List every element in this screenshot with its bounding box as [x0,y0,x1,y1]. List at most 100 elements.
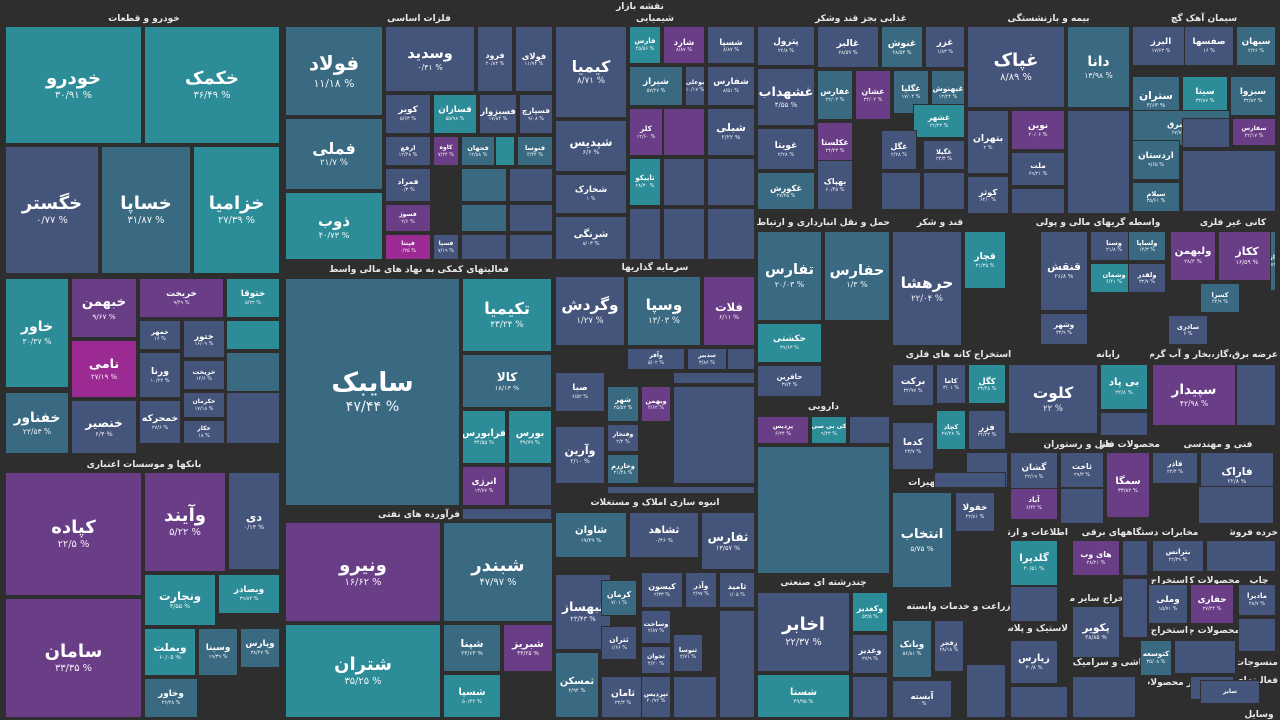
stock-tile[interactable]: خکار% ۱۸ [183,420,225,444]
stock-tile[interactable]: آبسته% ۰ [892,680,952,718]
stock-tile[interactable]: ثفارس% ۱۳/۵۷ [701,512,755,570]
stock-tile[interactable]: صبا% ۶/۵۲ [555,372,605,412]
stock-tile[interactable]: شپدیس% ۶/۶ [555,120,627,172]
stock-tile-small[interactable] [1011,188,1065,214]
stock-tile[interactable]: خفناور% ۲۲/۵۳ [5,392,69,454]
stock-tile[interactable]: وآفر% ۵/۰۲ [627,348,685,370]
stock-tile[interactable]: زپارس% ۳۰/۸ [1010,640,1058,684]
stock-tile[interactable]: شبلی% ۲/۲۲ [707,108,755,156]
stock-tile[interactable]: شخارک% ۱ [555,174,627,214]
stock-tile[interactable]: خزامیا% ۲۷/۳۹ [193,146,280,274]
stock-tile-small[interactable] [495,136,515,166]
stock-tile[interactable]: برکت% ۳۲/۹۷ [892,364,934,406]
stock-tile-small[interactable] [1174,640,1236,674]
stock-tile[interactable]: ساذری% ۶ [1168,315,1208,345]
stock-tile[interactable]: فاذر% ۲۲/۴ [1152,452,1198,484]
stock-tile[interactable]: فولای% ۱۱/۹۴ [515,26,553,92]
stock-tile[interactable]: کالا% ۱۸/۱۴ [462,354,552,408]
stock-tile[interactable]: نامی% ۲۷/۱۹ [71,340,137,398]
stock-tile[interactable]: کیسون% ۲/۳۳ [641,572,683,608]
stock-tile[interactable]: نوین% ۲۰/۰۶ [1011,110,1065,150]
stock-tile[interactable]: ملت% ۶۹/۲۱ [1011,152,1065,186]
stock-tile[interactable]: اخابر% ۲۲/۳۷ [757,592,850,672]
stock-tile[interactable]: قنقش% ۲۶/۸ [1040,231,1088,311]
stock-tile-small[interactable] [707,208,755,260]
stock-tile[interactable]: فلات% ۶/۱۱ [703,276,755,346]
stock-tile[interactable]: فرود% ۲۰/۸۳ [477,26,513,92]
stock-tile[interactable]: ثنوسا% ۲/۷۱ [673,634,703,672]
stock-tile[interactable]: سایبک% ۴۷/۴۴ [285,278,460,506]
stock-tile[interactable]: بورس% ۳۹/۷۹ [508,410,552,464]
stock-tile[interactable]: البرز% ۱۷/۶۳ [1132,26,1190,66]
stock-tile[interactable]: وسدید% ۰/۴۱ [385,26,475,92]
stock-tile[interactable]: غالبر% ۲۸/۵۹ [817,26,879,68]
stock-tile[interactable]: وسپا% ۱۳/۰۳ [627,276,701,346]
stock-tile[interactable]: وملی% ۱۵/۷۱ [1148,584,1188,624]
stock-tile[interactable]: وخارزم% ۲۱/۴۸ [607,454,639,484]
stock-tile[interactable]: کرمان% ۷/۰۱ [601,580,637,616]
stock-tile[interactable]: کپاده% ۲۲/۵ [5,472,142,596]
stock-tile[interactable]: صفسها% ۱۶ [1184,26,1234,66]
stock-tile[interactable]: غفارس% ۲۲/۰۳ [817,70,853,120]
stock-tile[interactable]: کلر% ۱۲/۶۰ [629,108,663,156]
stock-tile[interactable]: سبزوا% ۳۲/۸۲ [1230,76,1276,116]
stock-tile[interactable]: تفارس% ۲۰/۰۳ [757,231,822,321]
stock-tile-small[interactable] [1122,578,1148,638]
stock-tile[interactable]: فنوسا% ۴/۴۴ [517,136,553,166]
stock-tile[interactable]: بوعلی% ۱۰/۱۷ [685,66,705,106]
stock-tile[interactable]: سامان% ۳۳/۳۵ [5,598,142,718]
stock-tile[interactable]: کیمیا% ۸/۷۱ [555,26,627,118]
stock-tile[interactable]: وبهمن% ۲/۶۲ [641,386,671,422]
stock-tile-small[interactable] [1198,486,1274,524]
stock-tile[interactable]: غگیلا% ۲۲/۴ [923,140,965,170]
stock-tile-small[interactable] [1182,150,1276,212]
stock-tile[interactable]: کسرا% ۲۴/۹ [1200,283,1240,313]
stock-tile-small[interactable] [509,234,553,260]
stock-tile[interactable]: بی پاد% ۲۲/۸ [1100,364,1148,410]
stock-tile[interactable]: شپنا% ۲۳/۶۳ [443,624,501,672]
stock-tile[interactable]: خساپا% ۳۱/۸۷ [101,146,191,274]
stock-tile-small[interactable] [923,172,965,210]
stock-tile[interactable]: فجهان% ۱۲/۸۸ [461,136,495,166]
stock-tile[interactable]: وآرین% ۲/۱۰ [555,426,605,484]
stock-tile[interactable]: خکمک% ۳۶/۴۹ [144,26,280,144]
stock-tile[interactable]: خفولا% ۲۲/۸۱ [955,492,995,532]
stock-tile[interactable]: غشان% ۲۴/۰۲ [855,70,891,120]
stock-tile[interactable]: حکشتی% ۳۹/۶۳ [757,323,822,363]
stock-tile-small[interactable] [852,676,888,718]
stock-tile[interactable]: دانا% ۱۳/۹۸ [1067,26,1130,108]
stock-tile-small[interactable] [663,208,705,260]
stock-tile[interactable]: کی بی سی% ۹/۴۳ [811,416,847,444]
stock-tile[interactable]: پترول% ۲۲/۸ [757,26,815,66]
stock-tile[interactable]: ولساپا% ۱۴/۳ [1128,231,1166,261]
stock-tile[interactable]: شبندر% ۴۷/۹۷ [443,522,553,622]
stock-tile[interactable]: پکویر% ۳۸/۸۵ [1072,606,1120,658]
stock-tile[interactable]: کچاد% ۲۷/۲۸ [936,410,966,450]
stock-tile[interactable]: وآذر% ۲/۹۷ [685,572,717,608]
stock-tile[interactable]: خنصیر% ۶/۴ [71,400,137,454]
stock-tile-small[interactable] [881,172,921,210]
stock-tile[interactable]: کدما% ۲۳/۷ [892,422,934,470]
stock-tile[interactable]: انتخاب% ۵/۷۵ [892,492,952,588]
stock-tile[interactable]: ثامان% ۲۲/۳ [601,676,645,718]
stock-tile[interactable]: خریخت% ۹/۴۹ [139,278,224,318]
stock-tile-small[interactable] [1100,412,1148,436]
stock-tile[interactable]: فسازان% ۵۵/۹۸ [433,94,477,134]
stock-tile[interactable]: حرهشا% ۲۲/۰۴ [892,231,962,346]
stock-tile-small[interactable] [226,392,280,444]
stock-tile[interactable]: شتران% ۳۵/۲۵ [285,624,441,718]
stock-tile[interactable]: سمگا% ۳۳/۸۲ [1106,452,1150,518]
stock-tile[interactable]: حفارس% ۱/۳ [824,231,890,321]
stock-tile[interactable]: ورنا% ۱۰/۲۲ [139,352,181,398]
stock-tile[interactable]: کگل% ۲۳/۴۸ [968,364,1006,404]
stock-tile[interactable]: گلدیرا% ۲۰/۵۱ [1010,540,1058,586]
stock-tile-small[interactable] [966,664,1006,718]
stock-tile[interactable]: خبهمن% ۹/۶۷ [71,278,137,338]
stock-tile[interactable]: خودرو% ۳۰/۹۱ [5,26,142,144]
stock-tile-small[interactable] [849,416,890,444]
stock-tile[interactable]: فمراد% ۰/۳ [385,168,431,202]
stock-tile[interactable]: غگل% ۲/۲۸ [881,130,917,170]
stock-tile[interactable]: وخاور% ۲۲/۲۸ [144,678,198,718]
stock-tile[interactable]: ختور% ۱۶/۰۹ [183,320,225,358]
stock-tile[interactable]: ثمسکن% ۲/۹۲ [555,652,599,718]
